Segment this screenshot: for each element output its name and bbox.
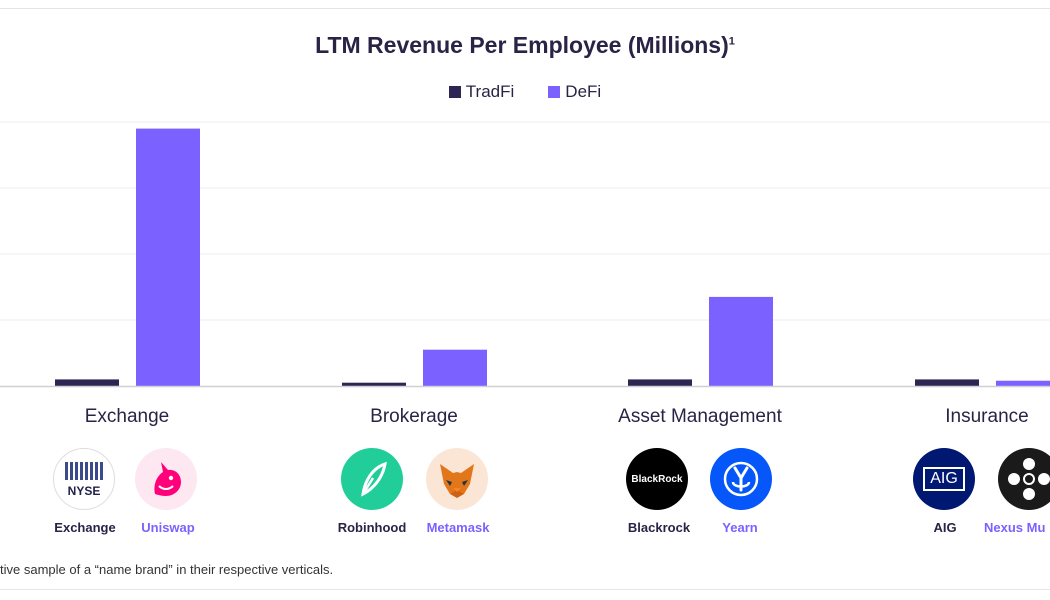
category-label-brokerage: Brokerage xyxy=(370,406,458,427)
title-footnote-marker: 1 xyxy=(728,35,735,48)
category-label-asset-management: Asset Management xyxy=(618,406,782,427)
bar-tradfi-asset-management xyxy=(628,379,692,386)
legend-item-tradfi: TradFi xyxy=(448,82,515,102)
bar-defi-insurance xyxy=(996,380,1050,386)
robinhood-logo-icon xyxy=(341,448,403,510)
footnote: tive sample of a “name brand” in their r… xyxy=(0,562,334,577)
legend-label-defi: DeFi xyxy=(565,82,602,101)
bar-defi-asset-management xyxy=(709,296,773,386)
logo-label-robinhood: Robinhood xyxy=(337,520,407,535)
logo-label-exchange: Exchange xyxy=(54,520,116,535)
blackrock-logo-text: BlackRock xyxy=(631,473,683,485)
logo-label-blackrock: Blackrock xyxy=(627,520,691,535)
legend-swatch-tradfi xyxy=(448,86,461,98)
legend-item-defi: DeFi xyxy=(548,82,601,102)
category-label-exchange: Exchange xyxy=(84,406,170,427)
chart-legend: TradFi DeFi xyxy=(0,82,1050,102)
logo-label-yearn: Yearn xyxy=(722,520,758,535)
logo-label-aig: AIG xyxy=(933,520,957,535)
yearn-logo-icon xyxy=(710,448,772,510)
aig-logo-text: AIG xyxy=(923,467,965,491)
blackrock-logo-icon: BlackRock xyxy=(626,448,688,510)
bar-defi-brokerage xyxy=(423,349,487,386)
bar-defi-exchange xyxy=(136,128,200,386)
bar-tradfi-exchange xyxy=(55,379,119,386)
aig-logo-icon: AIG xyxy=(913,448,975,510)
nyse-logo-text: NYSE xyxy=(68,484,101,498)
nexus-mutual-logo-icon xyxy=(998,448,1050,510)
metamask-logo-icon xyxy=(426,448,488,510)
logo-label-uniswap: Uniswap xyxy=(141,520,195,535)
bar-tradfi-brokerage xyxy=(342,382,406,386)
bottom-border xyxy=(0,589,1050,590)
chart-title: LTM Revenue Per Employee (Millions)1 xyxy=(315,32,735,58)
bar-tradfi-insurance xyxy=(915,379,979,386)
top-border xyxy=(0,8,1050,9)
legend-swatch-defi xyxy=(548,86,561,98)
legend-label-tradfi: TradFi xyxy=(465,82,515,101)
logo-label-metamask: Metamask xyxy=(426,520,490,535)
logo-label-nexus-mutual: Nexus Mu xyxy=(984,520,1046,535)
uniswap-logo-icon xyxy=(135,448,197,510)
category-label-insurance: Insurance xyxy=(945,406,1029,427)
nyse-logo-icon: NYSE xyxy=(53,448,115,510)
